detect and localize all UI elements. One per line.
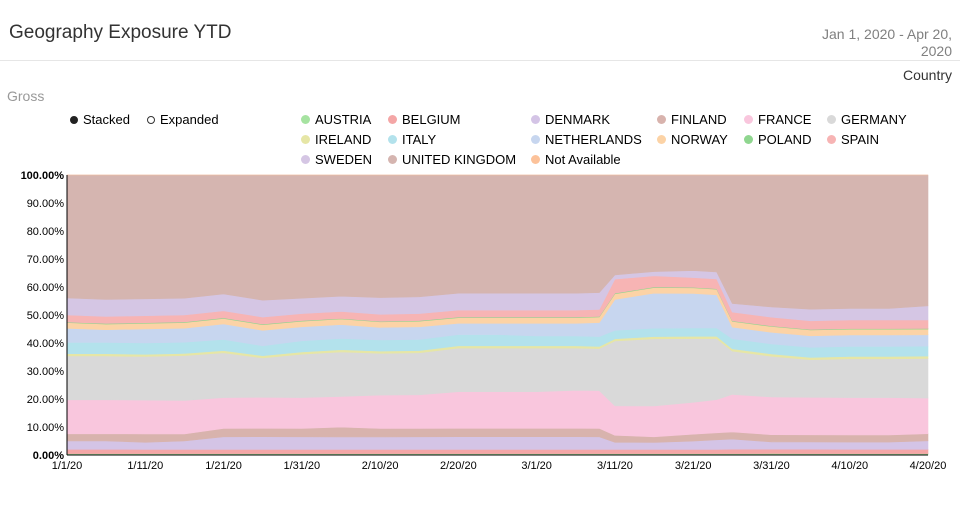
y-tick-label: 40.00% [27,338,65,350]
legend-swatch-icon [657,115,666,124]
legend-label: IRELAND [315,132,372,147]
y-tick-label: 60.00% [27,282,65,294]
y-tick-label: 0.00% [33,450,64,462]
date-range-line-2: 2020 [920,43,952,59]
legend-label: SPAIN [841,132,880,147]
area-series-group [66,174,929,456]
legend-swatch-icon [388,155,397,164]
legend-item-denmark[interactable]: DENMARK [531,112,610,127]
y-tick-label: 100.00% [21,170,65,182]
x-tick-label: 2/20/20 [440,460,477,472]
x-tick-label: 3/21/20 [675,460,712,472]
stacked-area-chart: 0.00% 10.00% 20.00% 30.00% 40.00% 50.00% 60.00… [21,170,947,472]
legend-swatch-icon [531,115,540,124]
legend-item-italy[interactable]: ITALY [388,132,436,147]
legend-item-poland[interactable]: POLAND [744,132,811,147]
legend-label: DENMARK [545,112,611,127]
legend-swatch-icon [531,155,540,164]
legend-swatch-icon [388,135,397,144]
y-tick-label: 80.00% [27,226,65,238]
legend-label: NORWAY [671,132,728,147]
legend-swatch-icon [388,115,397,124]
legend-label: AUSTRIA [315,112,372,127]
group-by-label[interactable]: Country [902,67,952,83]
x-tick-label: 1/11/20 [127,460,163,472]
legend-label: UNITED KINGDOM [402,152,517,167]
y-tick-label: 90.00% [27,198,65,210]
legend-swatch-icon [827,115,836,124]
legend-label: Not Available [545,152,621,167]
legend-item-united-kingdom[interactable]: UNITED KINGDOM [388,152,516,167]
legend-item-ireland[interactable]: IRELAND [301,132,371,147]
legend-label: GERMANY [841,112,907,127]
legend-label: NETHERLANDS [545,132,642,147]
legend-label: SWEDEN [315,152,373,167]
legend-label: ITALY [402,132,437,147]
x-tick-label: 3/1/20 [521,460,552,472]
legend-swatch-icon [657,135,666,144]
legend-item-france[interactable]: FRANCE [744,112,811,127]
legend-item-sweden[interactable]: SWEDEN [301,152,372,167]
x-tick-label: 3/11/20 [597,460,633,472]
y-tick-label: 10.00% [27,422,65,434]
mode-stacked[interactable]: Stacked [70,112,130,127]
legend-swatch-icon [531,135,540,144]
legend-item-finland[interactable]: FINLAND [657,112,727,127]
x-tick-label: 4/10/20 [831,460,868,472]
area-series-belgium[interactable] [66,448,929,454]
y-tick-label: 70.00% [27,254,65,266]
chart-subtitle: Gross [7,88,45,104]
legend-swatch-icon [827,135,836,144]
legend-item-not-available[interactable]: Not Available [531,152,621,167]
area-series-united-kingdom[interactable] [66,174,929,310]
mode-stacked-label: Stacked [83,112,130,127]
legend-swatch-icon [301,135,310,144]
legend-label: POLAND [758,132,812,147]
chart-header: Geography Exposure YTD Jan 1, 2020 - Apr… [0,0,960,61]
legend-swatch-icon [301,115,310,124]
date-range[interactable]: Jan 1, 2020 - Apr 20, 2020 [782,26,952,60]
legend-label: FINLAND [671,112,727,127]
legend-item-norway[interactable]: NORWAY [657,132,728,147]
legend-item-netherlands[interactable]: NETHERLANDS [531,132,642,147]
legend-item-austria[interactable]: AUSTRIA [301,112,371,127]
radio-unselected-icon[interactable] [147,115,155,124]
legend-item-spain[interactable]: SPAIN [827,132,879,147]
legend-swatch-icon [744,115,753,124]
legend-swatch-icon [301,155,310,164]
legend-label: FRANCE [758,112,812,127]
mode-expanded[interactable]: Expanded [147,112,219,127]
x-tick-label: 1/31/20 [283,460,320,472]
mode-expanded-label: Expanded [160,112,219,127]
legend-item-belgium[interactable]: BELGIUM [388,112,461,127]
y-tick-label: 20.00% [27,394,65,406]
legend-swatch-icon [744,135,753,144]
y-tick-label: 50.00% [27,310,65,322]
x-tick-label: 3/31/20 [753,460,790,472]
x-tick-label: 1/1/20 [52,460,83,472]
chart-title: Geography Exposure YTD [9,22,232,43]
legend-item-germany[interactable]: GERMANY [827,112,907,127]
radio-selected-icon[interactable] [70,115,78,124]
x-tick-label: 1/21/20 [205,460,242,472]
x-tick-label: 2/10/20 [362,460,399,472]
x-tick-label: 4/20/20 [910,460,947,472]
legend-label: BELGIUM [402,112,461,127]
y-tick-label: 30.00% [27,366,65,378]
chart-axes: 0.00% 10.00% 20.00% 30.00% 40.00% 50.00% 60.00… [21,170,947,472]
date-range-line-1: Jan 1, 2020 - Apr 20, [822,26,952,42]
